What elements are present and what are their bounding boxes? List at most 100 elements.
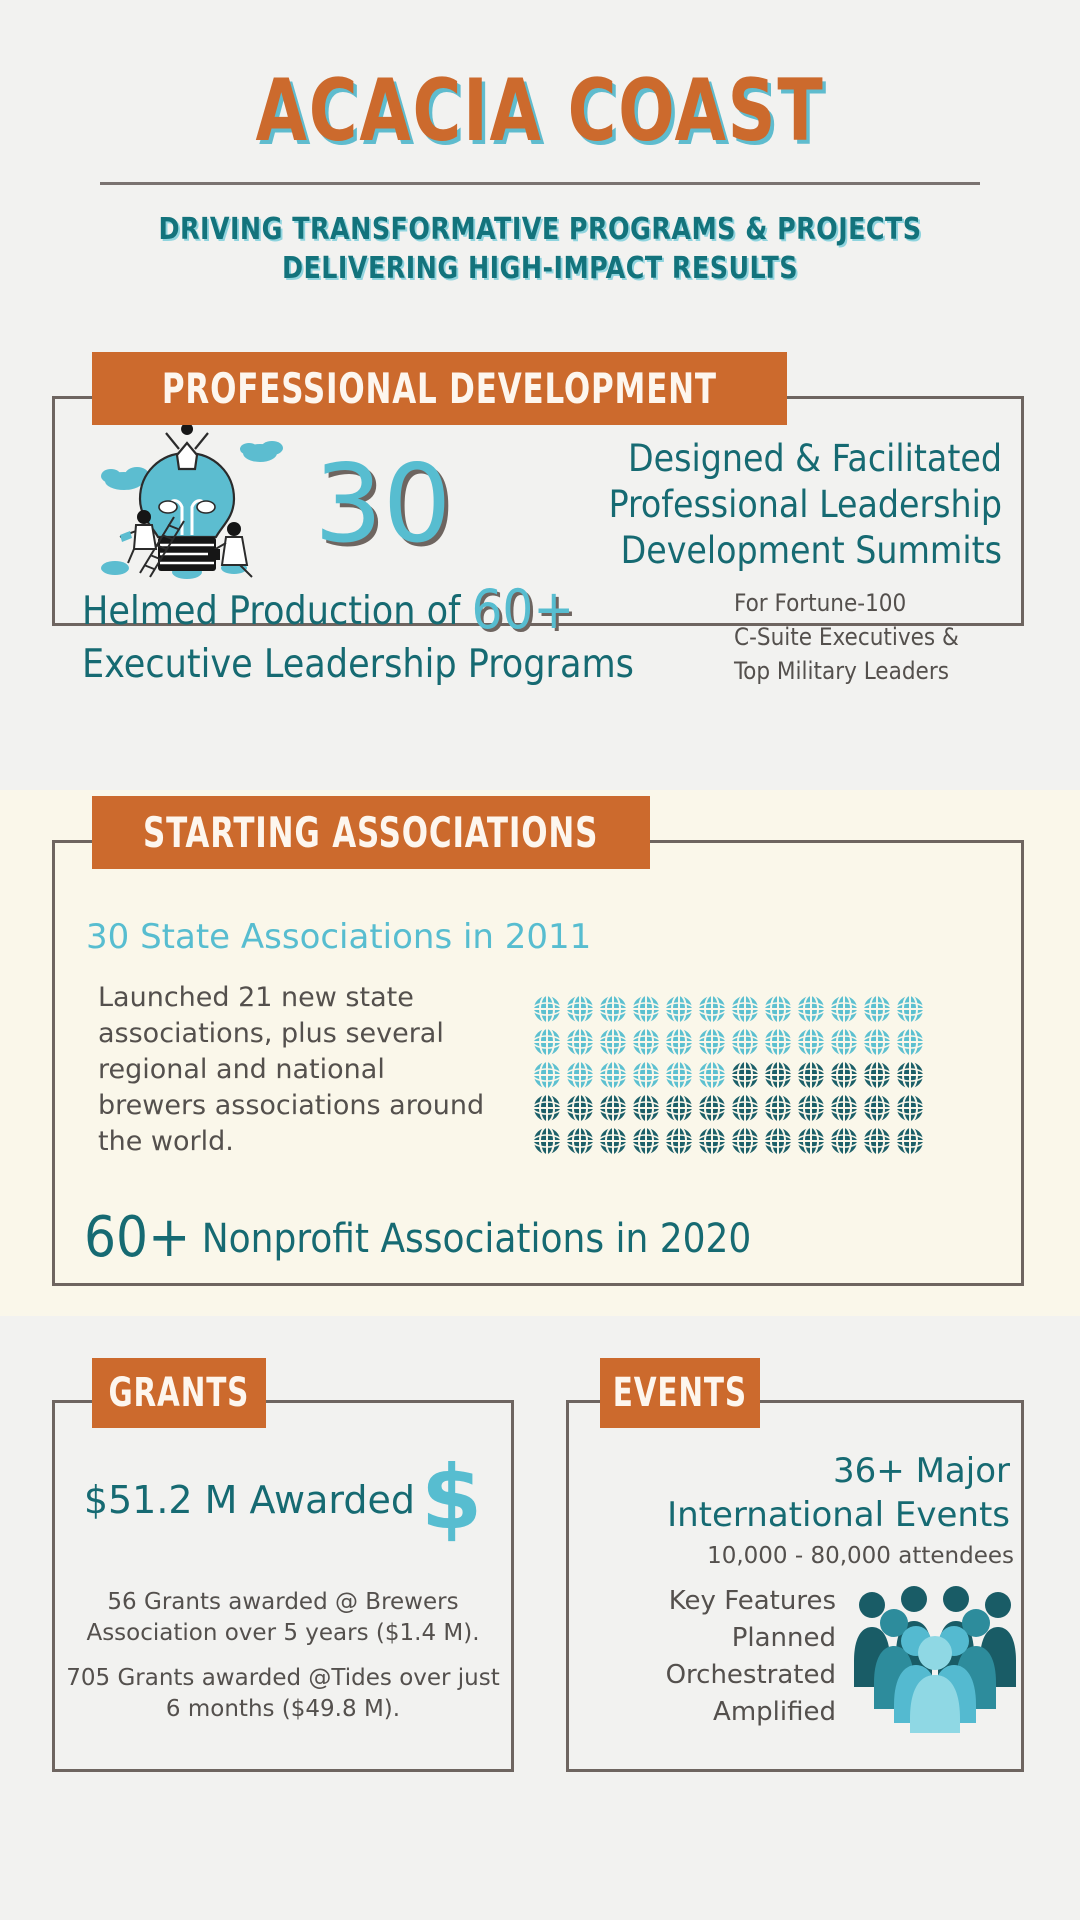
pd-helmed-number: 60+ xyxy=(471,578,575,641)
grants-amount-row: $51.2 M Awarded $ xyxy=(52,1453,514,1541)
pd-audience-note: For Fortune-100 C-Suite Executives & Top… xyxy=(734,586,959,688)
events-feature-list: Key Features Planned Orchestrated Amplified xyxy=(580,1583,850,1731)
sa-headline: 30 State Associations in 2011 xyxy=(86,917,592,957)
grants-note-1: 56 Grants awarded @ Brewers Association … xyxy=(86,1589,480,1647)
subtitle-line-1: DRIVING TRANSFORMATIVE PROGRAMS & PROJEC… xyxy=(158,212,922,248)
pd-helmed-prefix: Helmed Production of xyxy=(82,589,472,634)
globe-icon xyxy=(598,1060,628,1090)
crowd-people-icon xyxy=(854,1586,1016,1733)
section-tab-professional-development: PROFESSIONAL DEVELOPMENT xyxy=(92,352,787,425)
section-tab-label: GRANTS xyxy=(108,1370,250,1416)
globe-icon xyxy=(532,1060,562,1090)
subtitle-line-2: DELIVERING HIGH-IMPACT RESULTS xyxy=(281,250,799,286)
section-tab-events: EVENTS xyxy=(600,1358,760,1428)
section-tab-label: PROFESSIONAL DEVELOPMENT xyxy=(162,364,717,413)
pd-stat-number: 30 xyxy=(314,442,452,567)
globe-icon xyxy=(730,994,760,1024)
globe-icon xyxy=(631,1093,661,1123)
events-feature-item: Amplified xyxy=(713,1696,836,1727)
globe-icon xyxy=(565,1126,595,1156)
sa-footer-number: 60+ xyxy=(84,1205,191,1270)
globe-icon xyxy=(631,1027,661,1057)
events-attendees: 10,000 - 80,000 attendees xyxy=(707,1543,1014,1569)
globe-icon xyxy=(829,1060,859,1090)
events-frame xyxy=(566,1400,1024,1772)
pd-note-line-2: C-Suite Executives & xyxy=(734,623,959,652)
globe-icon xyxy=(895,1093,925,1123)
pd-helmed-line-1: Helmed Production of 60+ xyxy=(82,578,712,642)
globe-icon xyxy=(598,1027,628,1057)
professional-development-helmed-row: Helmed Production of 60+ Executive Leade… xyxy=(52,578,1024,688)
globe-icon xyxy=(631,1126,661,1156)
professional-development-stat-row: 30 Designed & Facilitated Professional L… xyxy=(52,425,1024,585)
page-subtitle: DRIVING TRANSFORMATIVE PROGRAMS & PROJEC… xyxy=(32,211,1047,288)
globe-icon xyxy=(565,1093,595,1123)
globe-pictogram-chart xyxy=(531,993,926,1157)
globe-icon xyxy=(664,1093,694,1123)
section-tab-label: STARTING ASSOCIATIONS xyxy=(143,808,599,857)
globe-icon xyxy=(895,1027,925,1057)
globe-icon xyxy=(763,1027,793,1057)
globe-icon xyxy=(796,1060,826,1090)
globe-icon xyxy=(730,1093,760,1123)
globe-icon xyxy=(697,1027,727,1057)
events-feature-item: Key Features xyxy=(668,1586,836,1616)
globe-icon xyxy=(796,1126,826,1156)
grants-frame xyxy=(52,1400,514,1772)
pd-stat-description: Designed & Facilitated Professional Lead… xyxy=(463,436,1024,575)
globe-icon xyxy=(763,1093,793,1123)
globe-icon xyxy=(730,1027,760,1057)
events-features-row: Key Features Planned Orchestrated Amplified xyxy=(580,1583,1020,1733)
globe-icon xyxy=(532,1093,562,1123)
globe-icon xyxy=(664,1126,694,1156)
globe-icon xyxy=(763,1126,793,1156)
events-feature-item: Orchestrated xyxy=(665,1659,836,1690)
grants-amount-label: $51.2 M Awarded xyxy=(83,1477,415,1522)
globe-icon xyxy=(598,1126,628,1156)
globe-icon xyxy=(829,1126,859,1156)
globe-icon xyxy=(829,1027,859,1057)
globe-icon xyxy=(664,1060,694,1090)
globe-icon xyxy=(730,1126,760,1156)
pd-stat-line-2: Professional Leadership xyxy=(608,482,1002,526)
globe-icon xyxy=(763,1060,793,1090)
globe-icon xyxy=(895,1126,925,1156)
events-headline: 36+ Major International Events xyxy=(580,1450,1010,1537)
section-tab-grants: GRANTS xyxy=(92,1358,266,1428)
globe-icon xyxy=(565,994,595,1024)
globe-icon xyxy=(532,1126,562,1156)
globe-icon xyxy=(829,1093,859,1123)
globe-icon xyxy=(730,1060,760,1090)
globe-icon xyxy=(829,994,859,1024)
globe-icon xyxy=(598,994,628,1024)
globe-icon xyxy=(862,994,892,1024)
section-tab-label: EVENTS xyxy=(612,1370,748,1416)
globe-icon xyxy=(565,1060,595,1090)
globe-icon xyxy=(895,994,925,1024)
globe-icon xyxy=(862,1027,892,1057)
globe-icon xyxy=(565,1027,595,1057)
globe-icon xyxy=(532,994,562,1024)
globe-icon xyxy=(631,1060,661,1090)
globe-icon xyxy=(862,1093,892,1123)
globe-icon xyxy=(598,1093,628,1123)
pd-stat-line-3: Development Summits xyxy=(620,529,1002,573)
globe-icon xyxy=(862,1126,892,1156)
sa-body-text: Launched 21 new state associations, plus… xyxy=(98,982,485,1157)
globe-icon xyxy=(697,1093,727,1123)
grants-note-2: 705 Grants awarded @Tides over just 6 mo… xyxy=(66,1665,500,1723)
globe-icon xyxy=(697,1060,727,1090)
events-headline-line-1: 36+ Major xyxy=(833,1451,1010,1491)
globe-icon xyxy=(796,1027,826,1057)
events-headline-line-2: International Events xyxy=(667,1494,1010,1535)
globe-icon xyxy=(796,994,826,1024)
globe-icon xyxy=(664,1027,694,1057)
globe-icon xyxy=(796,1093,826,1123)
pd-helmed-text: Helmed Production of 60+ Executive Leade… xyxy=(82,578,712,688)
globe-icon xyxy=(697,1126,727,1156)
globe-icon xyxy=(631,994,661,1024)
pd-note-line-3: Top Military Leaders xyxy=(734,657,949,686)
sa-footer: 60+ Nonprofit Associations in 2020 xyxy=(84,1205,751,1270)
globe-icon xyxy=(895,1060,925,1090)
globe-icon xyxy=(763,994,793,1024)
